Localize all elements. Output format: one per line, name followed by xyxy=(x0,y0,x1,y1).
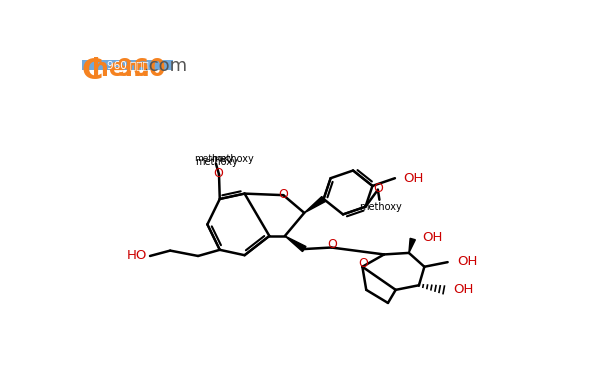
Text: OH: OH xyxy=(453,284,474,296)
Text: 960 化工网: 960 化工网 xyxy=(106,60,148,70)
Polygon shape xyxy=(285,236,306,252)
Text: methoxy: methoxy xyxy=(212,154,254,164)
Text: OH: OH xyxy=(422,231,442,244)
Text: HO: HO xyxy=(126,249,147,262)
Text: .com: .com xyxy=(143,57,187,75)
Text: O: O xyxy=(214,167,223,180)
Text: methoxy: methoxy xyxy=(194,154,234,163)
Text: methoxy: methoxy xyxy=(359,202,402,212)
Polygon shape xyxy=(304,196,325,213)
Text: hem: hem xyxy=(92,57,149,81)
Text: 960: 960 xyxy=(117,57,166,81)
Text: OH: OH xyxy=(404,172,424,185)
Text: OH: OH xyxy=(457,255,477,268)
Text: methoxy: methoxy xyxy=(195,157,238,167)
Text: C: C xyxy=(82,57,103,84)
Text: O: O xyxy=(327,238,337,251)
Text: O: O xyxy=(373,183,383,195)
Polygon shape xyxy=(409,238,416,253)
FancyBboxPatch shape xyxy=(82,60,173,70)
Text: O: O xyxy=(358,257,368,270)
Text: O: O xyxy=(278,188,288,201)
